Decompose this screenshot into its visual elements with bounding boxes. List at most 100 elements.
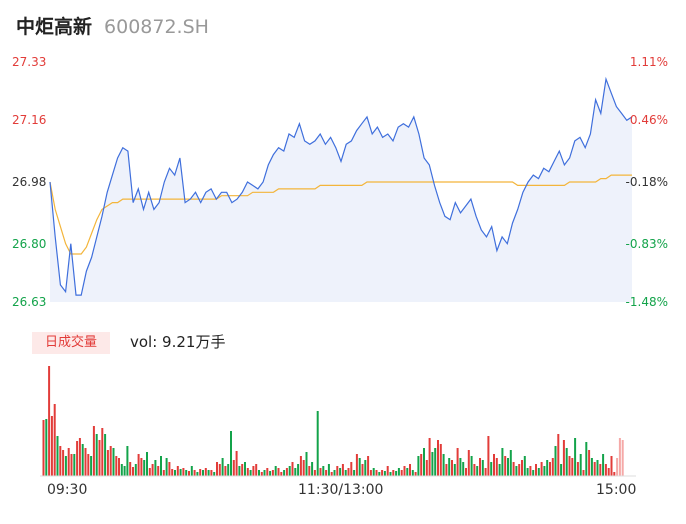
volume-bar	[604, 464, 607, 476]
volume-bar	[98, 440, 101, 476]
volume-bar	[596, 460, 599, 476]
volume-bar	[271, 470, 274, 476]
volume-bar	[168, 462, 171, 476]
volume-bar	[448, 458, 451, 476]
volume-bar	[302, 460, 305, 476]
volume-bar	[434, 448, 437, 476]
volume-bar	[235, 451, 238, 476]
volume-bar	[521, 460, 523, 476]
volume-bar	[148, 468, 151, 476]
volume-bar	[283, 470, 286, 476]
volume-bar	[501, 448, 504, 476]
volume-bar	[53, 404, 56, 476]
volume-bar	[241, 464, 244, 476]
volume-badge[interactable]: 日成交量	[32, 332, 110, 354]
volume-bar	[518, 464, 521, 476]
volume-bar	[355, 454, 358, 476]
volume-bar	[431, 452, 434, 476]
volume-bar	[341, 464, 344, 476]
volume-bar	[151, 464, 154, 476]
volume-bar	[375, 470, 378, 476]
volume-bar	[73, 454, 76, 476]
volume-bar	[202, 470, 204, 476]
volume-bar	[420, 454, 423, 476]
volume-bar	[176, 466, 179, 476]
volume-bar	[249, 470, 252, 476]
volume-bar	[565, 448, 568, 476]
volume-bar	[244, 462, 246, 476]
volume-bar	[493, 454, 495, 476]
volume-bar	[260, 472, 263, 476]
time-tick-label: 15:00	[596, 482, 637, 498]
price-tick-label: 26.80	[12, 236, 47, 251]
volume-bar	[361, 464, 364, 476]
percent-tick-label: 0.46%	[629, 113, 668, 128]
volume-bar	[50, 416, 53, 476]
price-tick-label: 27.33	[12, 55, 47, 69]
volume-bar	[185, 470, 188, 476]
volume-bar	[507, 458, 509, 476]
volume-bar	[618, 438, 621, 476]
volume-bar	[112, 448, 115, 476]
volume-bar	[397, 468, 400, 476]
volume-bar	[336, 466, 339, 476]
volume-bar	[428, 438, 431, 476]
volume-bar	[285, 468, 288, 476]
stock-name: 中炬高新	[16, 16, 93, 38]
volume-bar	[308, 466, 311, 476]
volume-bar	[288, 466, 291, 476]
volume-bar	[305, 452, 308, 476]
volume-bar	[557, 434, 560, 476]
volume-bar	[358, 458, 361, 476]
volume-bar	[204, 468, 207, 476]
volume-bar	[484, 468, 487, 476]
volume-bar	[81, 444, 84, 476]
volume-bar	[451, 460, 453, 476]
volume-bar	[462, 462, 465, 476]
volume-bar	[266, 468, 269, 476]
volume-bar	[269, 471, 272, 476]
percent-tick-label: -1.48%	[625, 295, 668, 309]
volume-bar	[344, 470, 347, 476]
volume-bar	[246, 468, 249, 476]
volume-bar	[364, 460, 367, 476]
volume-bar	[411, 470, 414, 476]
volume-bar	[319, 468, 322, 476]
volume-bar	[467, 450, 470, 476]
volume-bar	[350, 462, 353, 476]
time-tick-label: 11:30/13:00	[298, 482, 384, 498]
volume-bar	[568, 456, 571, 476]
volume-bar	[126, 446, 129, 476]
volume-bar	[174, 470, 176, 476]
volume-bar	[535, 464, 537, 476]
volume-bar	[579, 454, 582, 476]
volume-bar	[263, 470, 266, 476]
volume-bar	[123, 466, 126, 476]
volume-bar	[238, 466, 241, 476]
volume-bar	[403, 466, 406, 476]
volume-bar	[389, 472, 392, 476]
volume-bar	[297, 464, 300, 476]
volume-bar	[274, 466, 277, 476]
volume-bar	[425, 460, 428, 476]
volume-bar	[616, 458, 619, 476]
volume-bar	[347, 468, 350, 476]
volume-bar	[64, 456, 67, 476]
volume-bar	[252, 466, 255, 476]
volume-bar	[160, 456, 162, 476]
volume-bar	[445, 464, 448, 476]
volume-bar	[529, 466, 532, 476]
volume-bar	[473, 464, 476, 476]
volume-bar	[509, 450, 512, 476]
volume-bar	[188, 471, 190, 476]
volume-bar	[571, 458, 574, 476]
volume-bar	[576, 462, 579, 476]
volume-bar	[162, 470, 165, 476]
volume-bar	[495, 458, 498, 476]
volume-bar	[582, 470, 585, 476]
volume-bar	[621, 440, 624, 476]
volume-bar	[599, 464, 602, 476]
volume-bar	[182, 468, 185, 476]
volume-bar	[154, 460, 157, 476]
